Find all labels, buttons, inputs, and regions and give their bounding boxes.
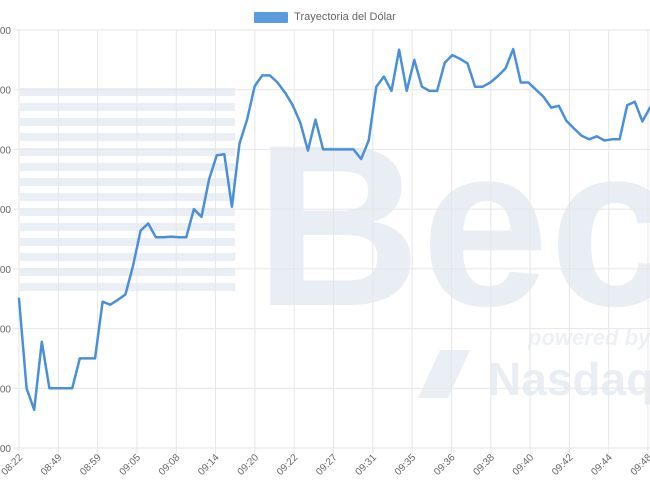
watermark-stripe	[20, 103, 235, 111]
x-tick-label: 09:08	[157, 452, 183, 478]
y-tick-label: 000	[0, 444, 11, 455]
watermark-stripe	[20, 148, 235, 156]
x-tick-label: 08:59	[78, 452, 104, 478]
watermark-brand: Bec	[255, 97, 650, 354]
watermark-stripe	[20, 238, 235, 246]
y-axis: 000000000000000000	[0, 26, 11, 455]
legend-label: Trayectoria del Dólar	[294, 11, 396, 23]
y-tick-label: 00	[0, 205, 11, 216]
legend-swatch	[254, 11, 289, 23]
x-tick-label: 09:22	[275, 452, 301, 478]
y-tick-label: 00	[0, 145, 11, 156]
watermark-stripe	[20, 163, 235, 171]
watermark-powered-by: powered by	[527, 325, 650, 350]
x-tick-label: 08:22	[0, 452, 25, 478]
y-tick-label: 00	[0, 265, 11, 276]
watermark-stripe	[20, 118, 235, 126]
y-tick-label: 00	[0, 384, 11, 395]
watermark-stripe	[20, 208, 235, 216]
watermark-stripe	[20, 223, 235, 231]
x-tick-label: 09:20	[236, 452, 262, 478]
x-tick-label: 09:27	[314, 452, 340, 478]
watermark-stripe	[20, 253, 235, 261]
series-layer	[17, 47, 650, 412]
x-tick-label: 09:14	[196, 452, 222, 478]
watermark-stripe	[20, 133, 235, 141]
x-tick-label: 09:35	[393, 452, 419, 478]
x-tick-label: 09:44	[589, 452, 615, 478]
x-tick-label: 09:38	[471, 452, 497, 478]
watermark-stripe	[20, 268, 235, 276]
chart-legend[interactable]: Trayectoria del Dólar	[0, 11, 650, 23]
watermark-stripe	[20, 178, 235, 186]
watermark-stripe	[20, 193, 235, 201]
x-tick-label: 09:48	[629, 452, 650, 478]
x-tick-label: 09:42	[550, 452, 576, 478]
x-tick-label: 09:31	[353, 452, 379, 478]
x-tick-label: 09:05	[118, 452, 144, 478]
y-tick-label: 00	[0, 325, 11, 336]
x-tick-label: 08:49	[39, 452, 65, 478]
nasdaq-logo-icon	[418, 350, 470, 398]
x-tick-label: 09:36	[432, 452, 458, 478]
watermark-stripe	[20, 88, 235, 96]
x-tick-label: 09:40	[511, 452, 537, 478]
y-tick-label: 00	[0, 86, 11, 97]
series-line[interactable]	[17, 47, 650, 412]
chart-grid	[13, 29, 650, 454]
y-tick-label: 000	[0, 26, 11, 37]
x-axis: 08:22 08:49 08:59 09:05 09:08 09:14 09:20 09:22…	[0, 452, 650, 478]
